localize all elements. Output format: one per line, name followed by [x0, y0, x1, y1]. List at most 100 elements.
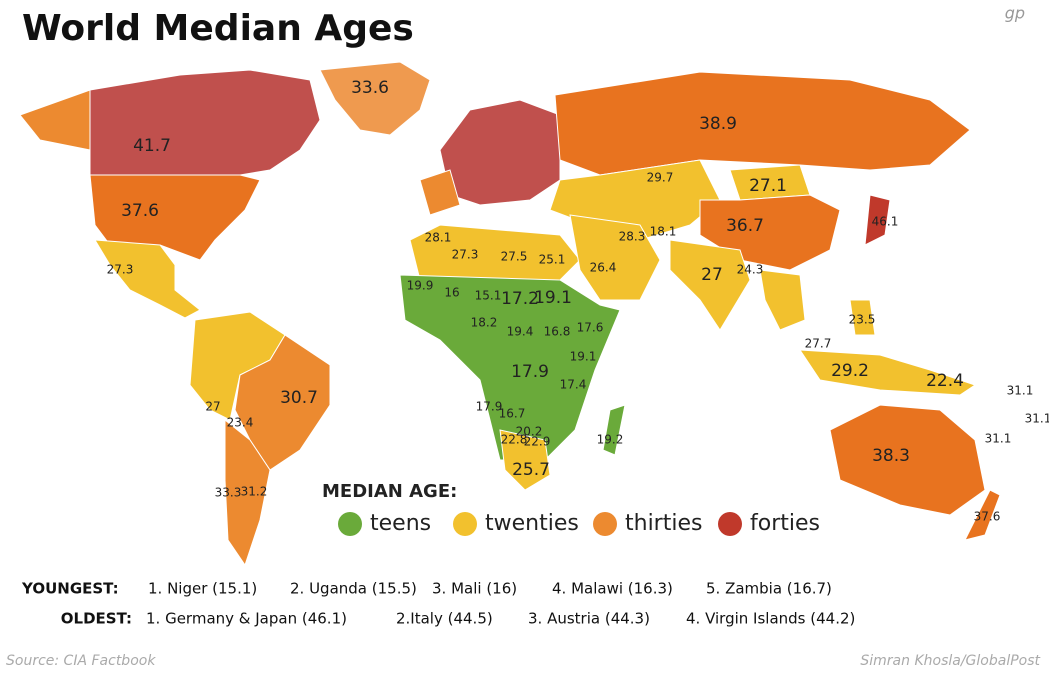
- map-label: 15.1: [475, 289, 502, 303]
- legend-swatch: [593, 512, 617, 536]
- map-label: 25.7: [512, 460, 550, 480]
- map-label: 17.6: [577, 321, 604, 335]
- map-label: 29.7: [647, 171, 674, 185]
- map-label: 19.9: [407, 279, 434, 293]
- legend: teens twenties thirties forties: [338, 511, 820, 536]
- map-label: 27: [205, 400, 220, 414]
- youngest-label: YOUNGEST:: [21, 580, 119, 598]
- oldest-label: OLDEST:: [61, 610, 132, 628]
- map-label: 16: [444, 286, 459, 300]
- southern-africa: [499, 429, 551, 491]
- source: Source: CIA Factbook: [6, 653, 156, 669]
- greenland: [319, 61, 431, 136]
- credit: Simran Khosla/GlobalPost: [860, 653, 1040, 669]
- map-label: 18.2: [471, 316, 498, 330]
- legend-label: thirties: [625, 511, 702, 536]
- map-label: 24.3: [737, 263, 764, 277]
- map-label: 25.1: [539, 253, 566, 267]
- map-label: 33.3: [215, 486, 242, 500]
- map-label: 31.1: [985, 432, 1012, 446]
- map-label: 30.7: [280, 388, 318, 408]
- middle-east: [569, 214, 661, 301]
- australia: [829, 404, 986, 516]
- map-label: 27.3: [107, 263, 134, 277]
- map-label: 17.9: [511, 362, 549, 382]
- map-label: 17.9: [476, 400, 503, 414]
- map-label: 17.2: [501, 289, 539, 309]
- map-label: 19.1: [570, 350, 597, 364]
- youngest-item: 3. Mali (16): [432, 580, 517, 598]
- south-america-south: [224, 418, 271, 567]
- canada: [89, 69, 321, 176]
- europe-west: [419, 169, 461, 216]
- logo: gp: [1005, 4, 1025, 23]
- map-label: 27.1: [749, 176, 787, 196]
- brazil: [234, 334, 331, 471]
- map-label: 29.2: [831, 361, 869, 381]
- legend-swatch: [453, 512, 477, 536]
- legend-label: teens: [370, 511, 431, 536]
- map-label: 31.1: [1025, 412, 1049, 426]
- map-label: 27.3: [452, 248, 479, 262]
- oldest-item: 3. Austria (44.3): [528, 610, 650, 628]
- oldest-item: 2.Italy (44.5): [396, 610, 493, 628]
- map-label: 26.4: [590, 261, 617, 275]
- title: World Median Ages: [22, 8, 414, 49]
- madagascar: [602, 404, 626, 456]
- map-label: 18.1: [650, 225, 677, 239]
- map-label: 28.1: [425, 231, 452, 245]
- map-label: 22.4: [926, 371, 964, 391]
- legend-swatch: [718, 512, 742, 536]
- legend-swatch: [338, 512, 362, 536]
- europe: [439, 99, 561, 206]
- southeast-asia: [759, 269, 806, 331]
- oldest-item: 1. Germany & Japan (46.1): [146, 610, 347, 628]
- youngest-item: 5. Zambia (16.7): [706, 580, 832, 598]
- alaska: [19, 89, 91, 151]
- map-label: 31.2: [241, 485, 268, 499]
- legend-title: MEDIAN AGE:: [322, 481, 457, 502]
- map-label: 19.4: [507, 325, 534, 339]
- map-label: 22.9: [524, 435, 551, 449]
- map-label: 38.9: [699, 114, 737, 134]
- map-label: 38.3: [872, 446, 910, 466]
- oldest-item: 4. Virgin Islands (44.2): [686, 610, 855, 628]
- youngest-item: 4. Malawi (16.3): [552, 580, 673, 598]
- map-label: 23.4: [227, 416, 254, 430]
- map-label: 19.2: [597, 433, 624, 447]
- map-label: 22.8: [501, 433, 528, 447]
- legend-label: forties: [750, 511, 820, 536]
- map-label: 23.5: [849, 313, 876, 327]
- youngest-item: 2. Uganda (15.5): [290, 580, 417, 598]
- map-label: 16.8: [544, 325, 571, 339]
- map-label: 33.6: [351, 78, 389, 98]
- mexico: [94, 239, 201, 319]
- map-label: 17.4: [560, 378, 587, 392]
- youngest-item: 1. Niger (15.1): [148, 580, 257, 598]
- map-label: 36.7: [726, 216, 764, 236]
- map-label: 37.6: [974, 510, 1001, 524]
- usa: [89, 174, 261, 261]
- map-labels: 33.6 41.7 37.6 38.9 29.7 27.1 36.7 46.1 27.3 27.3…: [107, 78, 1049, 524]
- russia: [554, 71, 971, 176]
- rankings: YOUNGEST: OLDEST: 1. Niger (15.1) 2. Uganda…: [21, 580, 855, 628]
- map-label: 27.7: [805, 337, 832, 351]
- map-label: 31.1: [1007, 384, 1034, 398]
- philippines: [849, 299, 876, 336]
- map-label: 41.7: [133, 136, 171, 156]
- legend-label: twenties: [485, 511, 579, 536]
- new-zealand: [964, 489, 1001, 541]
- map-label: 28.3: [619, 230, 646, 244]
- japan: [864, 194, 891, 246]
- map-label: 27: [701, 265, 723, 285]
- indonesia: [799, 349, 977, 396]
- land: [19, 61, 1001, 567]
- map-label: 37.6: [121, 201, 159, 221]
- map-label: 27.5: [501, 250, 528, 264]
- map-label: 46.1: [872, 215, 899, 229]
- map-label: 16.7: [499, 407, 526, 421]
- india: [669, 239, 751, 331]
- map-label: 19.1: [534, 288, 572, 308]
